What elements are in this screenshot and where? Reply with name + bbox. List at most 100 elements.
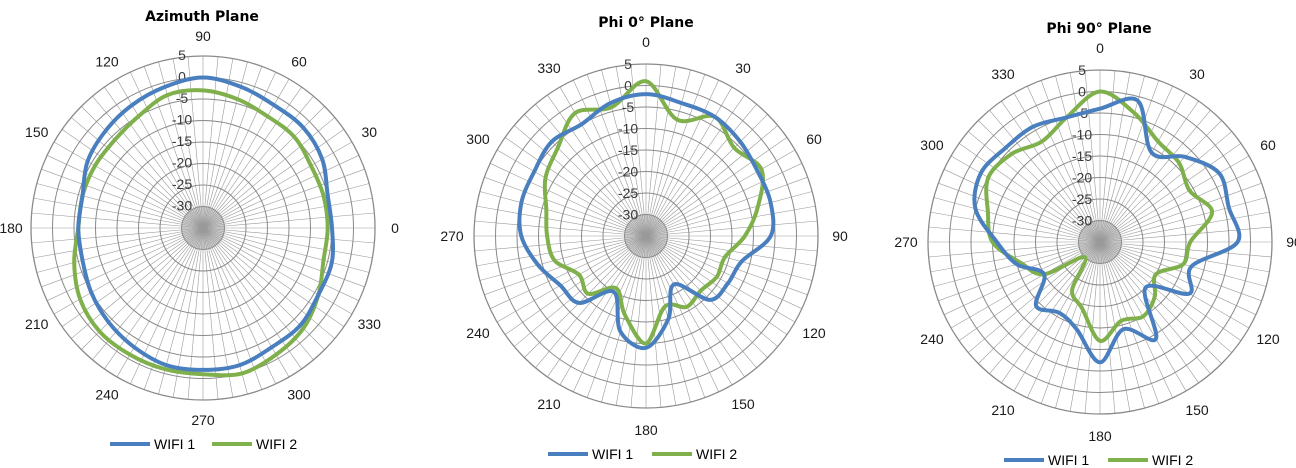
angle-label: 150 [731, 396, 755, 412]
r-tick-label: 5 [1078, 62, 1086, 78]
angle-label: 120 [1256, 331, 1280, 347]
angle-label: 270 [191, 412, 215, 428]
angle-label: 300 [920, 137, 944, 153]
r-tick-label: -20 [618, 164, 638, 180]
r-tick-label: -10 [618, 121, 638, 137]
series-layer [72, 75, 336, 378]
grid-ring [581, 171, 711, 301]
series-line-wifi2 [984, 89, 1215, 343]
polar-grid [927, 69, 1273, 415]
angle-label: 90 [832, 228, 848, 244]
angle-label: 30 [361, 124, 377, 140]
r-tick-label: -25 [618, 185, 638, 201]
polar-grid [30, 55, 376, 401]
angle-labels: 0 30 60 90 120 150 180 210 240 270 300 330 [894, 40, 1296, 444]
legend: WIFI 1 WIFI 2 [110, 436, 297, 452]
series-line-wifi1 [76, 75, 336, 372]
angle-label: 210 [25, 316, 49, 332]
angle-label: 180 [1088, 428, 1112, 444]
angle-label: 150 [25, 124, 49, 140]
r-tick-label: 0 [1078, 84, 1086, 100]
angle-label: 270 [894, 234, 918, 250]
angle-label: 150 [1185, 402, 1209, 418]
grid-ring [159, 184, 247, 272]
r-tick-label: -15 [1072, 148, 1092, 164]
angle-label: 120 [95, 54, 119, 70]
r-tick-label: -30 [172, 198, 192, 214]
legend: WIFI 1 WIFI 2 [1004, 452, 1193, 468]
r-tick-label: -20 [172, 155, 192, 171]
angle-label: 60 [291, 54, 307, 70]
series-layer [972, 89, 1242, 365]
chart-title: Phi 0° Plane [598, 15, 693, 31]
grid-ring [95, 120, 311, 336]
legend-label-wifi2: WIFI 2 [696, 446, 737, 462]
angle-label: 300 [287, 386, 311, 402]
angle-label: 180 [634, 422, 658, 438]
angle-label: 90 [1286, 234, 1296, 250]
angle-label: 30 [735, 60, 751, 76]
r-tick-label: -25 [172, 176, 192, 192]
angle-label: 330 [358, 316, 382, 332]
legend: WIFI 1 WIFI 2 [548, 446, 737, 462]
r-tick-label: -25 [1072, 191, 1092, 207]
phi90-svg: Phi 90° Plane 50-5-10-15-20-25-30 030609… [894, 21, 1296, 468]
legend-label-wifi2: WIFI 2 [1152, 452, 1193, 468]
grid-ring [30, 55, 376, 401]
grid-ring [116, 141, 290, 315]
r-tick-label: -20 [1072, 170, 1092, 186]
angle-label: 240 [466, 325, 490, 341]
legend-label-wifi2: WIFI 2 [256, 436, 297, 452]
phi0-chart: Phi 0° Plane 5 0 -5 -10 -15 -20 -25 -30 0 30 60 90… [430, 0, 850, 468]
series-layer [517, 79, 776, 351]
angle-label: 60 [1260, 137, 1276, 153]
grid-ring [516, 106, 776, 366]
legend-label-wifi1: WIFI 1 [1048, 452, 1089, 468]
phi0-svg: Phi 0° Plane 50-5-10-15-20-25-30 0306090… [440, 15, 848, 462]
r-tick-label: 0 [178, 69, 186, 85]
grid-ring [473, 63, 819, 409]
grid-ring [602, 192, 690, 280]
polar-grid [473, 63, 819, 409]
grid-ring [1013, 155, 1187, 329]
grid-ring [1035, 177, 1165, 307]
grid-ring [559, 149, 733, 323]
azimuth-chart: Azimuth Plane 5 0 -5 -10 -15 -20 -25 -30 90 60 30… [0, 0, 420, 468]
series-line-wifi1 [972, 96, 1242, 365]
r-tick-label: -10 [1072, 127, 1092, 143]
angle-labels: 0 30 60 90 120 150 180 210 240 270 300 330 [440, 34, 848, 438]
angle-label: 180 [0, 220, 23, 236]
r-tick-label: -5 [176, 90, 189, 106]
r-tick-label: -10 [172, 112, 192, 128]
series-line-wifi1 [517, 92, 776, 351]
grid-ring [181, 206, 225, 250]
grid-ring [1056, 198, 1144, 286]
grid-ring [1078, 220, 1122, 264]
series-line-wifi2 [542, 79, 765, 346]
radial-tick-labels: 50-5-10-15-20-25-30 [172, 47, 192, 214]
azimuth-svg: Azimuth Plane 5 0 -5 -10 -15 -20 -25 -30 90 60 30… [0, 9, 399, 452]
grid-ring [624, 214, 668, 258]
r-tick-label: -30 [1072, 213, 1092, 229]
angle-label: 120 [802, 325, 826, 341]
grid-ring [927, 69, 1273, 415]
angle-label: 0 [642, 34, 650, 50]
angle-label: 270 [440, 228, 464, 244]
angle-label: 240 [920, 331, 944, 347]
angle-label: 210 [991, 402, 1015, 418]
angle-label: 0 [1096, 40, 1104, 56]
r-tick-label: 0 [624, 78, 632, 94]
angle-label: 240 [95, 386, 119, 402]
angle-label: 90 [195, 28, 211, 44]
radial-tick-labels: 50-5-10-15-20-25-30 [1072, 62, 1092, 229]
legend-label-wifi1: WIFI 1 [154, 436, 195, 452]
angle-label: 330 [991, 66, 1015, 82]
r-tick-label: 5 [178, 47, 186, 63]
r-tick-label: 5 [624, 56, 632, 72]
chart-title: Azimuth Plane [145, 9, 259, 25]
radial-tick-labels: 50-5-10-15-20-25-30 [618, 56, 638, 223]
grid-ring [495, 85, 797, 387]
angle-label: 330 [537, 60, 561, 76]
grid-ring [970, 112, 1230, 372]
